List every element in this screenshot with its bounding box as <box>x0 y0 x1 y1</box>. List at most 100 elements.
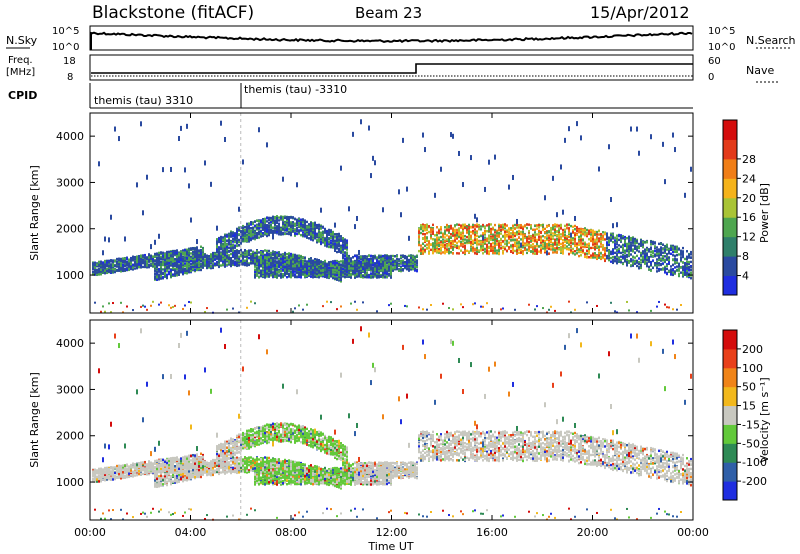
power-cell <box>188 300 190 303</box>
power-cell <box>152 263 154 266</box>
power-cell <box>240 255 242 258</box>
power-cell <box>244 237 246 240</box>
power-cell <box>304 256 306 259</box>
power-cell <box>92 267 94 271</box>
nave-label: Nave <box>746 64 774 77</box>
power-cell <box>312 270 314 274</box>
power-cell <box>288 254 290 258</box>
power-cell <box>350 276 352 279</box>
power-cell <box>182 264 184 267</box>
power-cell <box>224 238 226 242</box>
power-cell <box>276 276 278 279</box>
power-cell <box>222 263 224 266</box>
power-cell <box>128 259 130 262</box>
power-cell <box>102 271 104 274</box>
power-cell <box>298 304 300 307</box>
power-cell <box>376 268 378 272</box>
power-cell <box>186 123 188 129</box>
power-cell <box>144 262 146 265</box>
power-cell <box>102 265 104 268</box>
power-cell <box>216 238 218 241</box>
power-cell <box>250 252 252 256</box>
power-cell <box>174 253 176 256</box>
power-cell <box>254 229 256 233</box>
power-cell <box>264 227 266 231</box>
power-cell <box>216 225 218 231</box>
power-cell <box>212 258 214 262</box>
power-cell <box>124 259 126 262</box>
power-cell <box>236 255 238 258</box>
power-cell <box>226 248 228 251</box>
power-cell <box>250 223 252 226</box>
power-cell <box>278 216 280 219</box>
power-cell <box>236 227 238 231</box>
power-cell <box>246 262 248 266</box>
power-cell <box>160 264 162 267</box>
power-cell <box>216 257 218 260</box>
power-cell <box>310 225 312 228</box>
power-cell <box>276 272 278 275</box>
power-cell <box>242 226 244 230</box>
power-cell <box>274 260 276 264</box>
power-cell <box>256 266 258 269</box>
power-cell <box>332 237 334 241</box>
power-cell <box>318 237 320 241</box>
power-cell <box>194 250 196 253</box>
power-cell <box>176 270 178 273</box>
power-cell <box>194 247 196 250</box>
power-cell <box>344 269 346 273</box>
power-cell <box>316 226 318 230</box>
power-cell <box>182 268 184 271</box>
power-cell <box>166 259 168 262</box>
power-cell <box>240 231 242 234</box>
power-cell <box>262 225 264 228</box>
power-cell <box>184 252 186 255</box>
power-cell <box>158 274 160 278</box>
power-cell <box>190 260 192 263</box>
power-cell <box>254 257 256 260</box>
power-cell <box>140 254 142 257</box>
power-cell <box>110 266 112 269</box>
power-cell <box>216 263 218 267</box>
power-cell <box>234 237 236 240</box>
power-cell <box>284 273 286 277</box>
power-cell <box>312 224 314 227</box>
power-cell <box>254 220 256 223</box>
power-cell <box>376 256 378 259</box>
power-cell <box>200 249 202 252</box>
power-cell <box>350 257 352 260</box>
power-cell <box>114 259 116 262</box>
power-cell <box>272 273 274 276</box>
power-cell <box>124 236 126 242</box>
power-cell <box>360 271 362 275</box>
power-cell <box>196 239 198 245</box>
power-cell <box>298 268 300 271</box>
power-cell <box>248 262 250 265</box>
power-cell <box>160 256 162 259</box>
power-cell <box>264 221 266 224</box>
power-cell <box>322 264 324 268</box>
power-cell <box>334 273 336 276</box>
power-cell <box>316 260 318 264</box>
power-cell <box>166 251 168 255</box>
power-cell <box>274 223 276 226</box>
power-cell <box>268 272 270 275</box>
power-cell <box>264 255 266 258</box>
power-cell <box>326 276 328 279</box>
power-cell <box>256 257 258 261</box>
power-cell <box>376 274 378 278</box>
power-cell <box>312 234 314 237</box>
power-cell <box>286 262 288 266</box>
power-cell <box>306 271 308 275</box>
power-cell <box>294 257 296 260</box>
power-cell <box>348 260 350 263</box>
power-cell <box>308 263 310 266</box>
power-cell <box>286 265 288 269</box>
power-cell <box>252 237 254 240</box>
power-cell <box>246 236 248 240</box>
power-cell <box>302 221 304 224</box>
power-cell <box>102 261 104 264</box>
power-cell <box>342 250 344 253</box>
power-cell <box>264 267 266 271</box>
power-cell <box>356 256 358 259</box>
